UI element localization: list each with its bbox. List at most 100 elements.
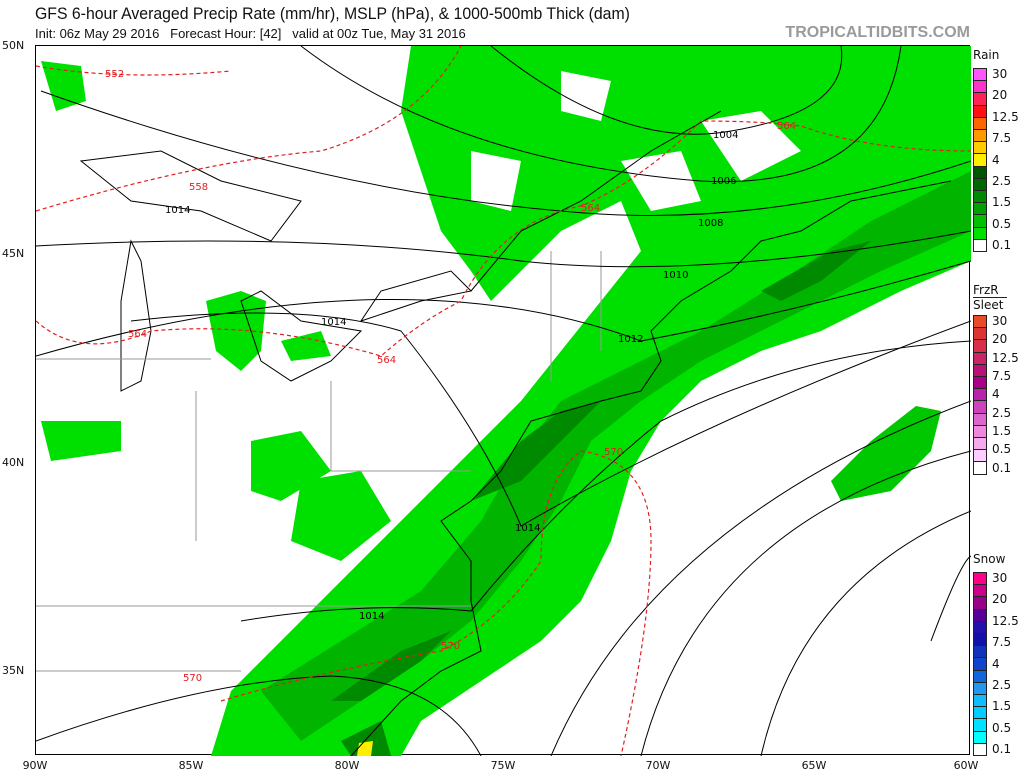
st-lawrence xyxy=(470,110,722,292)
legend-color-box xyxy=(973,718,987,732)
lon-label: 65W xyxy=(801,759,827,772)
isobars xyxy=(35,45,972,757)
east-coast xyxy=(350,180,952,757)
legend-label: 2.5 xyxy=(992,173,1012,188)
isobar-label: 1004 xyxy=(713,130,738,141)
legend-color-box xyxy=(973,645,987,659)
legend-color-box xyxy=(973,202,987,216)
frzr-sleet-legend: FrzR Sleet 30 20 12.5 7.5 4 2.5 1.5 0.5 0.1 xyxy=(973,283,1023,475)
lat-label: 35N xyxy=(2,664,25,677)
legend-color-box xyxy=(973,400,987,414)
legend-label: 4 xyxy=(992,387,1000,402)
legend-label: 0.5 xyxy=(992,720,1012,735)
legend-label: 2.5 xyxy=(992,405,1012,420)
map-canvas: 1004 1006 1008 1010 1012 1014 1014 1014 … xyxy=(35,45,972,757)
legend-color-box xyxy=(973,706,987,720)
isobar-label: 1014 xyxy=(321,317,346,328)
precip-area-heavy xyxy=(261,171,971,741)
legend-label: 0.1 xyxy=(992,460,1012,475)
legend-color-box xyxy=(973,327,987,341)
legend-label: 0.5 xyxy=(992,216,1012,231)
lon-label: 85W xyxy=(178,759,204,772)
legend-color-box xyxy=(973,388,987,402)
lon-label: 80W xyxy=(334,759,360,772)
isobar-label: 1008 xyxy=(698,218,723,229)
brand-watermark: TROPICALTIDBITS.COM xyxy=(785,24,970,41)
legend-color-box xyxy=(973,92,987,106)
legend-color-box xyxy=(973,681,987,695)
precip-area-offshore xyxy=(831,406,941,501)
thickness-label: 564 xyxy=(777,121,796,132)
legend-color-box xyxy=(973,608,987,622)
thickness-label: 564 xyxy=(377,355,396,366)
legend-label: 20 xyxy=(992,592,1008,607)
legend-label: 12.5 xyxy=(992,109,1019,124)
thickness-label: 570 xyxy=(604,447,623,458)
coastlines-borders xyxy=(36,110,952,757)
thickness-label: 570 xyxy=(441,641,460,652)
legend-label: 0.1 xyxy=(992,237,1012,252)
thickness-label: 552 xyxy=(105,69,124,80)
lat-label: 50N xyxy=(2,39,25,52)
legend-label: 0.1 xyxy=(992,741,1012,756)
legend-color-box xyxy=(973,226,987,240)
legend-label: 2.5 xyxy=(992,677,1012,692)
legend-label: 12.5 xyxy=(992,613,1019,628)
thickness-label: 558 xyxy=(189,182,208,193)
legend-color-box xyxy=(973,669,987,683)
legend-label: 1.5 xyxy=(992,195,1012,210)
legend-color-box xyxy=(973,449,987,463)
precip-area-lakes xyxy=(41,61,391,561)
legend-label: 20 xyxy=(992,332,1008,347)
legend-label: 0.5 xyxy=(992,442,1012,457)
legend-color-box xyxy=(973,742,987,756)
isobar-label: 1014 xyxy=(359,611,384,622)
legend-color-box xyxy=(973,461,987,475)
precip-field xyxy=(41,46,971,756)
legend-color-box xyxy=(973,412,987,426)
legend-color-box xyxy=(973,116,987,130)
legend-color-box xyxy=(973,104,987,118)
legend-label: 20 xyxy=(992,88,1008,103)
legend-title: FrzR xyxy=(973,283,1007,298)
isobar-label: 1014 xyxy=(515,523,540,534)
lon-label: 60W xyxy=(953,759,979,772)
isobar-label: 1014 xyxy=(165,205,190,216)
isobar-label: 1012 xyxy=(618,334,643,345)
state-borders xyxy=(36,251,602,672)
legend-label: 4 xyxy=(992,152,1000,167)
legend-color-box xyxy=(973,657,987,671)
thickness-label: 570 xyxy=(183,673,202,684)
legend-color-box xyxy=(973,141,987,155)
legend-color-box xyxy=(973,730,987,744)
legend-label: 1.5 xyxy=(992,423,1012,438)
thickness-lines xyxy=(35,45,972,757)
legend-label: 7.5 xyxy=(992,635,1012,650)
lat-label: 40N xyxy=(2,456,25,469)
legend-color-box xyxy=(973,339,987,353)
legend-color-box xyxy=(973,620,987,634)
legend-color-box xyxy=(973,177,987,191)
thickness-label: 564 xyxy=(128,329,147,340)
legend-title: Rain xyxy=(973,48,1000,62)
legend-color-box xyxy=(973,351,987,365)
legend-label: 1.5 xyxy=(992,699,1012,714)
legend-label: 30 xyxy=(992,314,1008,329)
legend-color-box xyxy=(973,80,987,94)
legend-label: 7.5 xyxy=(992,369,1012,383)
great-lakes xyxy=(79,150,473,392)
lon-label: 75W xyxy=(490,759,516,772)
legend-label: 4 xyxy=(992,656,1000,671)
legend-title: Snow xyxy=(973,552,1006,566)
legend-label: 12.5 xyxy=(992,350,1019,365)
map-subtitle: Init: 06z May 29 2016 Forecast Hour: [42… xyxy=(35,26,466,41)
contour-labels: 1004 1006 1008 1010 1012 1014 1014 1014 … xyxy=(105,69,796,684)
rain-legend: Rain 30 20 12.5 7.5 4 2.5 1.5 0.5 0.1 xyxy=(973,48,1023,252)
legend-color-box xyxy=(973,363,987,377)
thickness-label: 564 xyxy=(581,203,600,214)
legend-color-box xyxy=(973,153,987,167)
legend-label: 30 xyxy=(992,67,1008,82)
legend-title-2: Sleet xyxy=(973,298,1004,312)
snow-legend: Snow 30 20 12.5 7.5 4 2.5 1.5 0.5 0.1 xyxy=(973,552,1023,756)
